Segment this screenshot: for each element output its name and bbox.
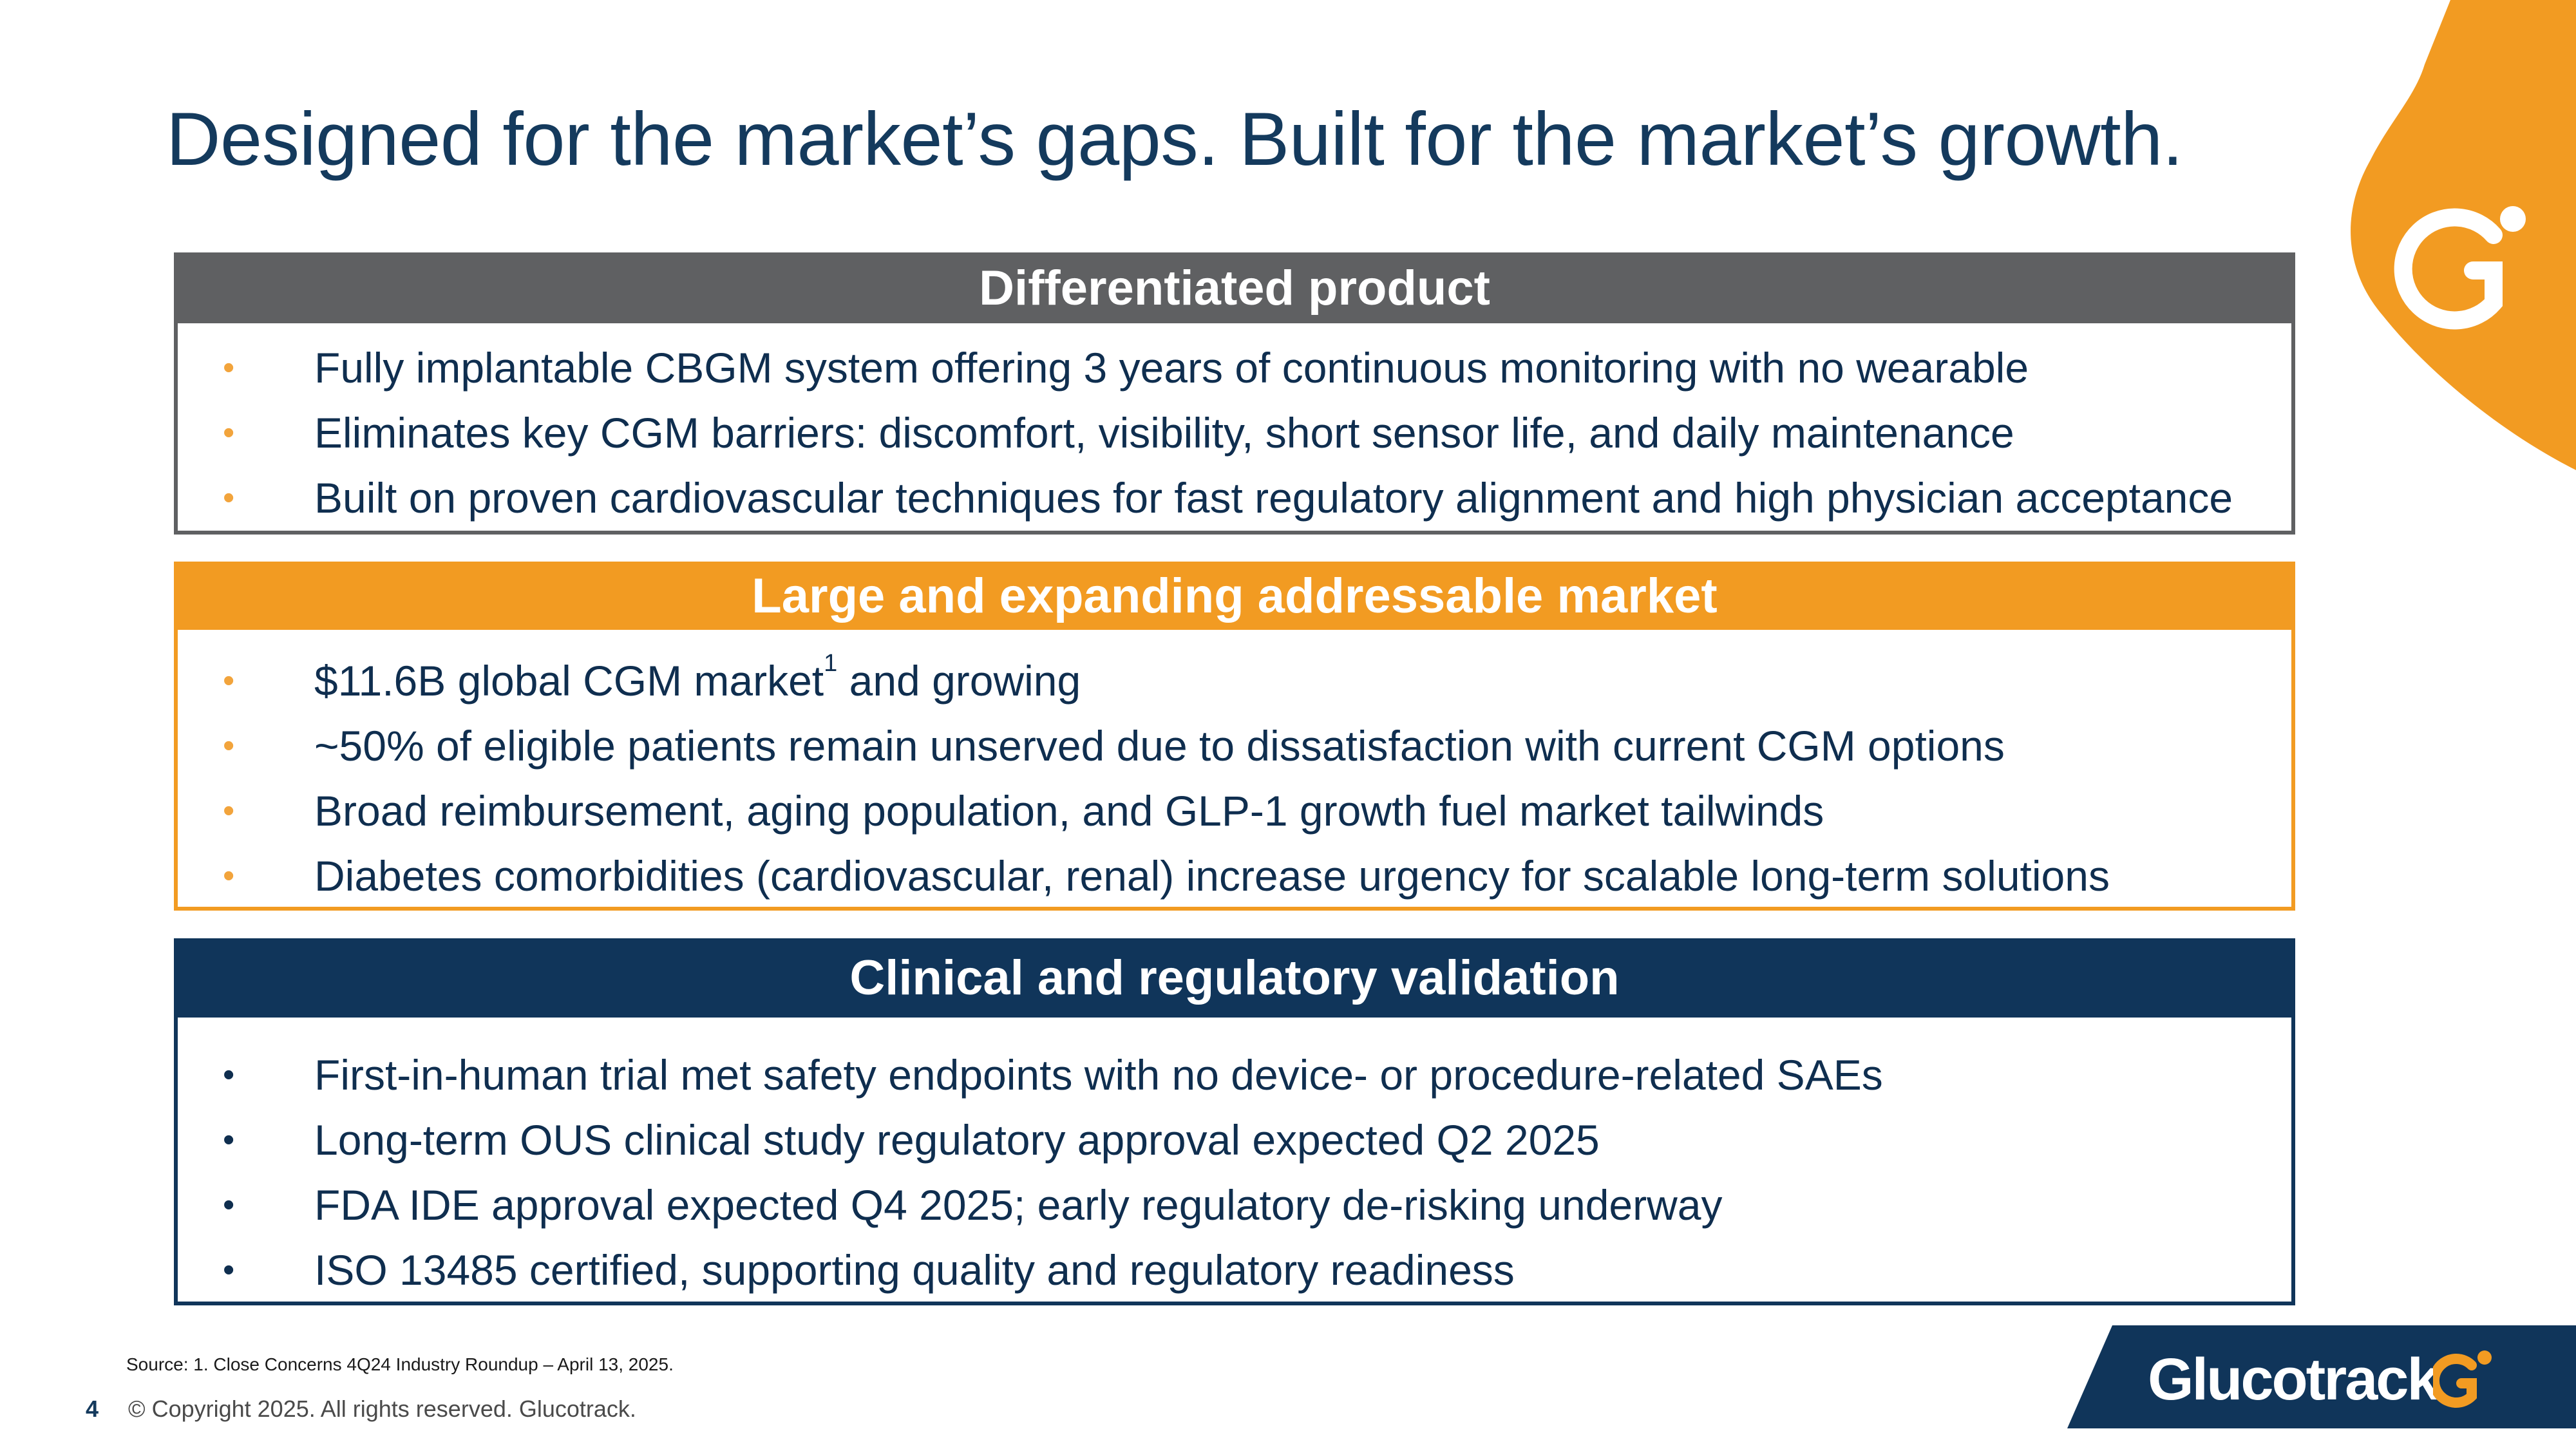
bullet-dot: •	[223, 1251, 235, 1289]
bullet-text: First-in-human trial met safety endpoint…	[314, 1050, 1883, 1099]
section-header: Clinical and regulatory validation	[174, 938, 2295, 1018]
section-header: Differentiated product	[174, 252, 2295, 323]
bullet-text: $11.6B global CGM market1 and growing	[314, 649, 1081, 705]
section-differentiated-product: Differentiated product • Fully implantab…	[174, 252, 2295, 535]
bullet-dot: •	[223, 1056, 235, 1094]
bullet-dot: •	[223, 478, 235, 516]
glucotrack-logo-g-icon	[2433, 1350, 2492, 1408]
bullet-text: Broad reimbursement, aging population, a…	[314, 786, 1824, 835]
glucotrack-logo-text: Glucotrack	[2148, 1347, 2440, 1412]
section-clinical-validation: Clinical and regulatory validation • Fir…	[174, 938, 2295, 1305]
page-number: 4	[86, 1396, 99, 1422]
bullet-item: • $11.6B global CGM market1 and growing	[223, 648, 2291, 713]
footnote-ref: 1	[824, 649, 838, 677]
section-addressable-market: Large and expanding addressable market •…	[174, 562, 2295, 911]
bullet-dot: •	[223, 1121, 235, 1159]
orange-brand-shape	[2351, 0, 2576, 470]
bullet-dot: •	[223, 413, 235, 451]
section-body: • Fully implantable CBGM system offering…	[178, 323, 2291, 530]
bullet-item: • Built on proven cardiovascular techniq…	[223, 465, 2291, 530]
bullet-item: • Long-term OUS clinical study regulator…	[223, 1107, 2291, 1172]
bullet-dot: •	[223, 857, 235, 895]
glucotrack-g-icon	[2394, 206, 2526, 330]
bullet-dot: •	[223, 661, 235, 699]
bullet-item: • First-in-human trial met safety endpoi…	[223, 1042, 2291, 1107]
footer: 4 © Copyright 2025. All rights reserved.…	[86, 1396, 636, 1423]
section-body: • $11.6B global CGM market1 and growing …	[178, 630, 2291, 908]
bullet-text: Long-term OUS clinical study regulatory …	[314, 1115, 1600, 1164]
source-footnote: Source: 1. Close Concerns 4Q24 Industry …	[126, 1354, 674, 1374]
bullet-item: • FDA IDE approval expected Q4 2025; ear…	[223, 1172, 2291, 1237]
bullet-text: ~50% of eligible patients remain unserve…	[314, 721, 2005, 770]
section-header: Large and expanding addressable market	[174, 562, 2295, 630]
bullet-text: ISO 13485 certified, supporting quality …	[314, 1245, 1515, 1294]
bullet-dot: •	[223, 726, 235, 764]
bullet-text: FDA IDE approval expected Q4 2025; early…	[314, 1180, 1723, 1229]
bullet-item: • ~50% of eligible patients remain unser…	[223, 713, 2291, 778]
bullet-text: Fully implantable CBGM system offering 3…	[314, 343, 2029, 392]
bullet-dot: •	[223, 791, 235, 829]
bullet-text: Eliminates key CGM barriers: discomfort,…	[314, 408, 2014, 457]
bullet-text: Built on proven cardiovascular technique…	[314, 473, 2233, 522]
bullet-item: • ISO 13485 certified, supporting qualit…	[223, 1237, 2291, 1302]
bullet-text: Diabetes comorbidities (cardiovascular, …	[314, 851, 2110, 900]
copyright-text: © Copyright 2025. All rights reserved. G…	[128, 1396, 636, 1422]
section-body: • First-in-human trial met safety endpoi…	[178, 1018, 2291, 1302]
bullet-dot: •	[223, 1186, 235, 1224]
bullet-item: • Diabetes comorbidities (cardiovascular…	[223, 843, 2291, 908]
bullet-item: • Eliminates key CGM barriers: discomfor…	[223, 400, 2291, 465]
bullet-item: • Fully implantable CBGM system offering…	[223, 335, 2291, 400]
bullet-item: • Broad reimbursement, aging population,…	[223, 778, 2291, 843]
bullet-dot: •	[223, 348, 235, 386]
slide-title: Designed for the market’s gaps. Built fo…	[166, 97, 2183, 181]
